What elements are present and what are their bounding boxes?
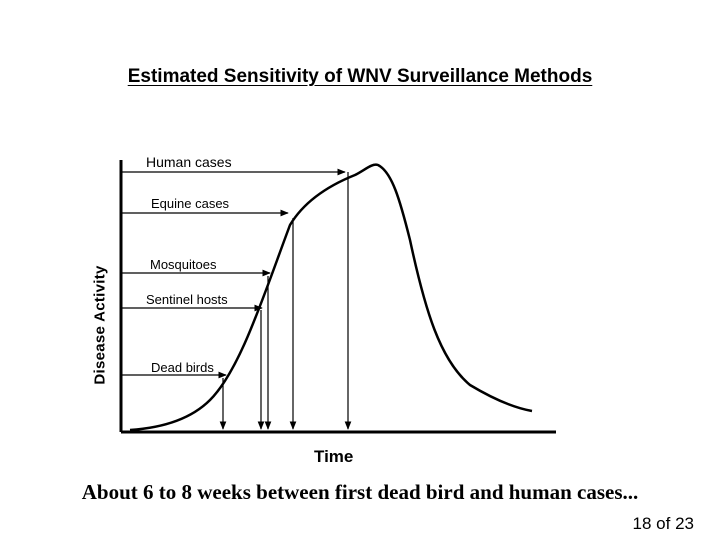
label-sentinel-hosts: Sentinel hosts — [146, 292, 228, 307]
label-dead-birds: Dead birds — [151, 360, 214, 375]
label-human-cases: Human cases — [146, 154, 232, 170]
slide-title: Estimated Sensitivity of WNV Surveillanc… — [127, 66, 593, 87]
slide-caption: About 6 to 8 weeks between first dead bi… — [81, 480, 639, 504]
label-equine-cases: Equine cases — [151, 196, 230, 211]
label-mosquitoes: Mosquitoes — [150, 257, 217, 272]
y-axis-label: Disease Activity — [91, 265, 109, 385]
x-axis-label: Time — [314, 447, 354, 466]
disease-activity-curve — [129, 163, 533, 432]
page-number: 18 of 23 — [632, 514, 694, 533]
